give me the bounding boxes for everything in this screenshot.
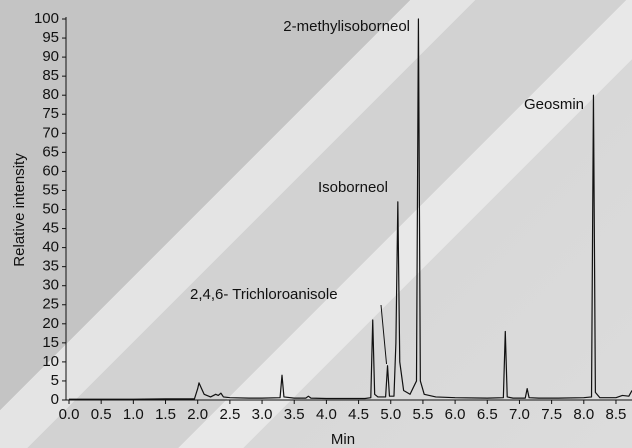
x-tick-label: 1.5 — [155, 406, 176, 423]
y-tick-label: 15 — [42, 334, 59, 351]
y-tick-label: 70 — [42, 124, 59, 141]
x-tick-label: 3.0 — [252, 406, 273, 423]
x-axis-label: Min — [331, 431, 355, 448]
x-tick-label: 5.0 — [380, 406, 401, 423]
peak-annotation: Isoborneol — [318, 179, 388, 196]
y-tick-label: 50 — [42, 200, 59, 217]
y-tick-label: 10 — [42, 353, 59, 370]
peak-annotation: 2-methylisoborneol — [283, 18, 410, 35]
x-tick-label: 8.5 — [606, 406, 627, 423]
y-tick-label: 5 — [51, 372, 59, 389]
y-tick-label: 95 — [42, 29, 59, 46]
y-tick-label: 20 — [42, 315, 59, 332]
peak-annotation: 2,4,6- Trichloroanisole — [190, 286, 338, 303]
x-tick-label: 4.0 — [316, 406, 337, 423]
y-tick-label: 65 — [42, 143, 59, 160]
y-tick-label: 55 — [42, 181, 59, 198]
y-tick-label: 0 — [51, 391, 59, 408]
x-tick-label: 0.5 — [91, 406, 112, 423]
y-tick-label: 60 — [42, 162, 59, 179]
x-tick-label: 2.0 — [187, 406, 208, 423]
x-tick-label: 3.5 — [284, 406, 305, 423]
x-tick-label: 6.5 — [477, 406, 498, 423]
leader-line — [380, 304, 388, 365]
y-tick-label: 85 — [42, 67, 59, 84]
y-tick-label: 30 — [42, 277, 59, 294]
x-tick-label: 0.0 — [59, 406, 80, 423]
x-tick-label: 1.0 — [123, 406, 144, 423]
x-tick-label: 8.0 — [573, 406, 594, 423]
x-tick-label: 4.5 — [348, 406, 369, 423]
y-tick-label: 75 — [42, 105, 59, 122]
x-tick-label: 2.5 — [219, 406, 240, 423]
x-tick-label: 7.5 — [541, 406, 562, 423]
y-tick-label: 90 — [42, 48, 59, 65]
y-tick-label: 40 — [42, 239, 59, 256]
y-tick-label: 100 — [34, 10, 59, 27]
x-tick-label: 7.0 — [509, 406, 530, 423]
y-tick-label: 35 — [42, 258, 59, 275]
y-axis-label: Relative intensity — [11, 153, 28, 267]
trace — [69, 18, 632, 400]
x-tick-label: 5.5 — [412, 406, 433, 423]
y-tick-label: 45 — [42, 220, 59, 237]
peak-annotation: Geosmin — [524, 96, 584, 113]
y-tick-label: 80 — [42, 86, 59, 103]
y-tick-label: 25 — [42, 296, 59, 313]
x-tick-label: 6.0 — [445, 406, 466, 423]
